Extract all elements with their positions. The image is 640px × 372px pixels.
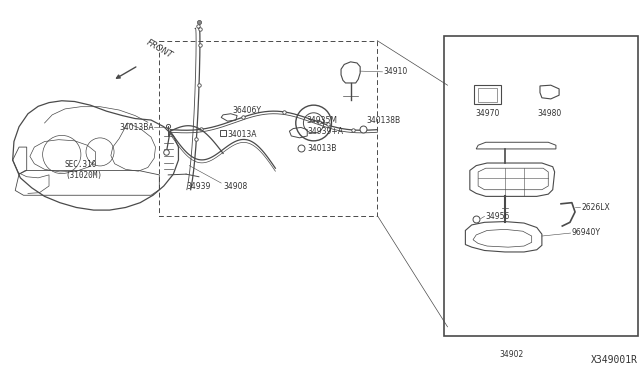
Text: 34908: 34908 [223, 182, 247, 191]
Bar [478, 88, 497, 102]
Text: 34980: 34980 [538, 109, 562, 118]
Text: 34902: 34902 [499, 350, 524, 359]
Text: 36406Y: 36406Y [232, 106, 261, 115]
Text: X349001R: X349001R [591, 355, 637, 365]
Text: 34013BA: 34013BA [120, 123, 154, 132]
Text: 34013B: 34013B [307, 144, 337, 153]
Bar [474, 85, 501, 105]
Text: SEC.310
(31020M): SEC.310 (31020M) [65, 160, 102, 180]
Text: 34956: 34956 [486, 212, 510, 221]
Bar [444, 36, 637, 336]
Text: 34013A: 34013A [228, 129, 257, 139]
Text: 34970: 34970 [476, 109, 500, 118]
Text: 34939+A: 34939+A [307, 126, 343, 136]
Text: FRONT: FRONT [145, 38, 174, 60]
Text: 2626LX: 2626LX [581, 203, 610, 212]
Text: 34939: 34939 [187, 182, 211, 191]
Text: 34935M: 34935M [306, 116, 337, 125]
Text: 340138B: 340138B [366, 116, 400, 125]
Text: 34910: 34910 [384, 67, 408, 76]
Text: 96940Y: 96940Y [572, 228, 601, 237]
